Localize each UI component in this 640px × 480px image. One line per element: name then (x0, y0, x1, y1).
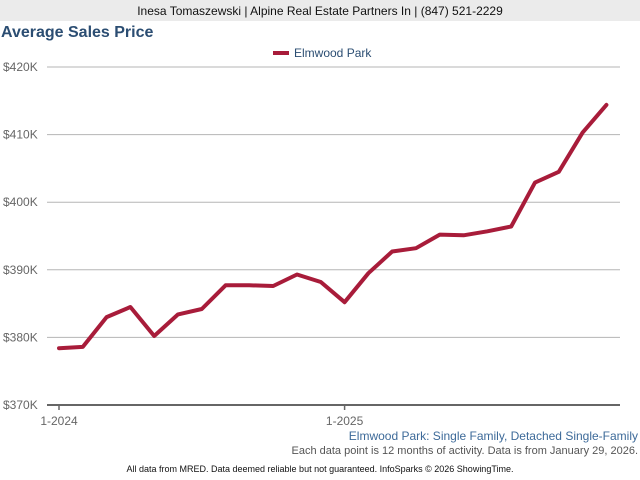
chart-title: Average Sales Price (1, 24, 154, 41)
legend-label: Elmwood Park (294, 46, 372, 60)
y-tick-label: $420K (3, 60, 38, 74)
chart-subtitle: Elmwood Park: Single Family, Detached Si… (348, 429, 638, 443)
gridlines (47, 66, 620, 338)
y-tick-label: $390K (3, 263, 38, 277)
x-tick-label: 1-2024 (40, 414, 78, 428)
legend-swatch-line-icon (273, 51, 289, 55)
footer-disclaimer: All data from MRED. Data deemed reliable… (126, 464, 514, 474)
agent-contact-text: Inesa Tomaszewski | Alpine Real Estate P… (137, 4, 503, 18)
chart-legend: Elmwood Park (273, 46, 371, 60)
y-tick-label: $380K (3, 330, 38, 344)
y-axis-labels: $370K $380K $390K $400K $410K $420K (3, 60, 38, 412)
series-line-elmwood-park (57, 102, 609, 351)
y-tick-label: $370K (3, 398, 38, 412)
y-tick-label: $410K (3, 128, 38, 142)
y-tick-label: $400K (3, 195, 38, 209)
agent-header-bar: Inesa Tomaszewski | Alpine Real Estate P… (0, 0, 640, 21)
data-note: Each data point is 12 months of activity… (291, 445, 638, 457)
x-axis: 1-2024 1-2025 (40, 404, 620, 428)
x-tick-label: 1-2025 (326, 414, 364, 428)
